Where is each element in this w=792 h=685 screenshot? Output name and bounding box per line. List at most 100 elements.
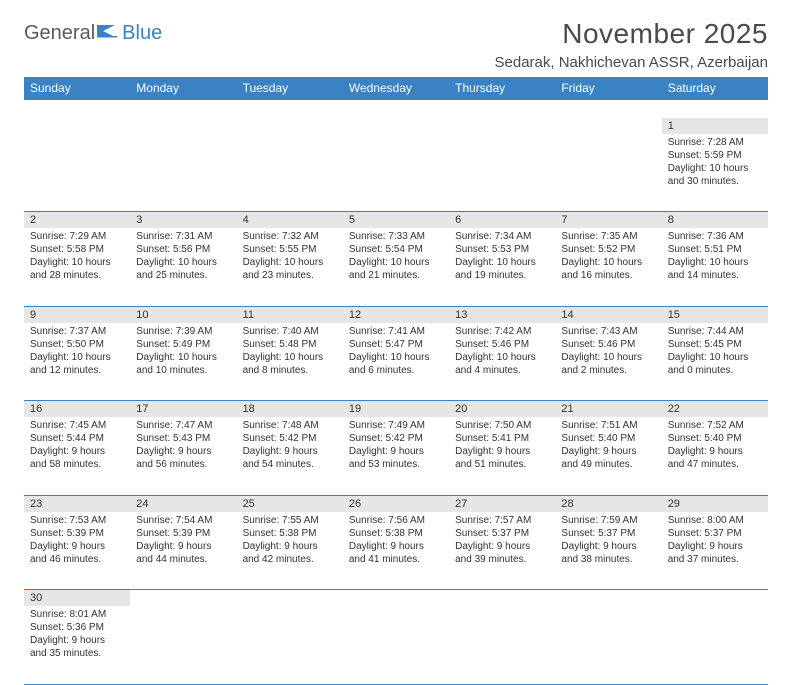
daylight-text: Daylight: 10 hours and 30 minutes.: [668, 162, 762, 188]
sunset-text: Sunset: 5:59 PM: [668, 149, 762, 162]
sunrise-text: Sunrise: 7:49 AM: [349, 419, 443, 432]
day-number-cell: 25: [237, 495, 343, 512]
sunset-text: Sunset: 5:42 PM: [243, 432, 337, 445]
sunset-text: Sunset: 5:38 PM: [349, 527, 443, 540]
logo-text-blue: Blue: [122, 22, 162, 45]
sunrise-text: Sunrise: 7:39 AM: [136, 325, 230, 338]
day-header: Thursday: [449, 77, 555, 100]
day-number-cell: 6: [449, 212, 555, 229]
sunrise-text: Sunrise: 7:56 AM: [349, 514, 443, 527]
sunset-text: Sunset: 5:46 PM: [455, 338, 549, 351]
day-cell: Sunrise: 7:32 AMSunset: 5:55 PMDaylight:…: [237, 228, 343, 306]
day-number-cell: 21: [555, 401, 661, 418]
day-cell-content: Sunrise: 7:48 AMSunset: 5:42 PMDaylight:…: [237, 417, 343, 475]
sunrise-text: Sunrise: 7:59 AM: [561, 514, 655, 527]
sunset-text: Sunset: 5:38 PM: [243, 527, 337, 540]
sunset-text: Sunset: 5:37 PM: [668, 527, 762, 540]
day-cell-content: Sunrise: 7:28 AMSunset: 5:59 PMDaylight:…: [662, 134, 768, 192]
day-number-cell: 3: [130, 212, 236, 229]
day-cell: Sunrise: 7:51 AMSunset: 5:40 PMDaylight:…: [555, 417, 661, 495]
day-cell-content: Sunrise: 7:59 AMSunset: 5:37 PMDaylight:…: [555, 512, 661, 570]
day-number-cell: [237, 118, 343, 134]
sunrise-text: Sunrise: 7:31 AM: [136, 230, 230, 243]
sunset-text: Sunset: 5:55 PM: [243, 243, 337, 256]
day-cell-content: Sunrise: 7:43 AMSunset: 5:46 PMDaylight:…: [555, 323, 661, 381]
day-number-cell: 28: [555, 495, 661, 512]
sunrise-text: Sunrise: 7:36 AM: [668, 230, 762, 243]
day-cell: Sunrise: 7:45 AMSunset: 5:44 PMDaylight:…: [24, 417, 130, 495]
day-header: Wednesday: [343, 77, 449, 100]
day-number-cell: 17: [130, 401, 236, 418]
day-body-row: Sunrise: 7:37 AMSunset: 5:50 PMDaylight:…: [24, 323, 768, 401]
day-cell-content: Sunrise: 7:44 AMSunset: 5:45 PMDaylight:…: [662, 323, 768, 381]
day-body-row: Sunrise: 8:01 AMSunset: 5:36 PMDaylight:…: [24, 606, 768, 684]
day-cell-content: Sunrise: 7:33 AMSunset: 5:54 PMDaylight:…: [343, 228, 449, 286]
day-number-cell: 29: [662, 495, 768, 512]
daylight-text: Daylight: 10 hours and 16 minutes.: [561, 256, 655, 282]
sunset-text: Sunset: 5:45 PM: [668, 338, 762, 351]
day-cell: Sunrise: 8:00 AMSunset: 5:37 PMDaylight:…: [662, 512, 768, 590]
day-number-cell: 12: [343, 306, 449, 323]
day-cell: [343, 134, 449, 212]
day-number-cell: 11: [237, 306, 343, 323]
day-cell-content: Sunrise: 7:39 AMSunset: 5:49 PMDaylight:…: [130, 323, 236, 381]
day-cell-content: Sunrise: 7:36 AMSunset: 5:51 PMDaylight:…: [662, 228, 768, 286]
daylight-text: Daylight: 9 hours and 54 minutes.: [243, 445, 337, 471]
day-cell: [555, 134, 661, 212]
sunset-text: Sunset: 5:44 PM: [30, 432, 124, 445]
day-number-cell: [555, 590, 661, 607]
daylight-text: Daylight: 10 hours and 2 minutes.: [561, 351, 655, 377]
day-cell-content: Sunrise: 7:40 AMSunset: 5:48 PMDaylight:…: [237, 323, 343, 381]
day-number-cell: 19: [343, 401, 449, 418]
daylight-text: Daylight: 9 hours and 44 minutes.: [136, 540, 230, 566]
day-cell-content: Sunrise: 7:31 AMSunset: 5:56 PMDaylight:…: [130, 228, 236, 286]
day-cell: Sunrise: 7:31 AMSunset: 5:56 PMDaylight:…: [130, 228, 236, 306]
day-number-row: 16171819202122: [24, 401, 768, 418]
day-body-row: Sunrise: 7:29 AMSunset: 5:58 PMDaylight:…: [24, 228, 768, 306]
sunrise-text: Sunrise: 7:51 AM: [561, 419, 655, 432]
day-cell-content: Sunrise: 7:37 AMSunset: 5:50 PMDaylight:…: [24, 323, 130, 381]
day-number-cell: [555, 118, 661, 134]
daylight-text: Daylight: 10 hours and 8 minutes.: [243, 351, 337, 377]
daylight-text: Daylight: 9 hours and 49 minutes.: [561, 445, 655, 471]
sunset-text: Sunset: 5:43 PM: [136, 432, 230, 445]
day-header: Monday: [130, 77, 236, 100]
day-number-cell: 20: [449, 401, 555, 418]
day-number-cell: 10: [130, 306, 236, 323]
day-cell: Sunrise: 7:47 AMSunset: 5:43 PMDaylight:…: [130, 417, 236, 495]
sunset-text: Sunset: 5:37 PM: [455, 527, 549, 540]
sunrise-text: Sunrise: 7:44 AM: [668, 325, 762, 338]
sunset-text: Sunset: 5:39 PM: [136, 527, 230, 540]
day-number-cell: [449, 590, 555, 607]
day-body-row: Sunrise: 7:45 AMSunset: 5:44 PM Daylight:…: [24, 417, 768, 495]
sunrise-text: Sunrise: 8:01 AM: [30, 608, 124, 621]
day-cell-content: Sunrise: 8:00 AMSunset: 5:37 PMDaylight:…: [662, 512, 768, 570]
day-cell-content: Sunrise: 7:52 AMSunset: 5:40 PMDaylight:…: [662, 417, 768, 475]
day-cell-content: Sunrise: 7:54 AMSunset: 5:39 PMDaylight:…: [130, 512, 236, 570]
daylight-text: Daylight: 10 hours and 19 minutes.: [455, 256, 549, 282]
daylight-text: Daylight: 9 hours and 41 minutes.: [349, 540, 443, 566]
day-number-cell: 9: [24, 306, 130, 323]
day-number-row: 2345678: [24, 212, 768, 229]
day-cell: [555, 606, 661, 684]
day-cell: Sunrise: 7:33 AMSunset: 5:54 PMDaylight:…: [343, 228, 449, 306]
flag-icon: [97, 23, 119, 44]
sunset-text: Sunset: 5:47 PM: [349, 338, 443, 351]
day-number-cell: 14: [555, 306, 661, 323]
day-cell-content: Sunrise: 7:41 AMSunset: 5:47 PMDaylight:…: [343, 323, 449, 381]
day-cell-content: Sunrise: 7:55 AMSunset: 5:38 PMDaylight:…: [237, 512, 343, 570]
day-cell: Sunrise: 7:54 AMSunset: 5:39 PMDaylight:…: [130, 512, 236, 590]
daylight-text: Daylight: 9 hours and 56 minutes.: [136, 445, 230, 471]
day-number-cell: [662, 590, 768, 607]
sunrise-text: Sunrise: 7:45 AM: [30, 419, 124, 432]
day-number-cell: 1: [662, 118, 768, 134]
daylight-text: Daylight: 9 hours and 47 minutes.: [668, 445, 762, 471]
sunrise-text: Sunrise: 7:43 AM: [561, 325, 655, 338]
daylight-text: Daylight: 10 hours and 28 minutes.: [30, 256, 124, 282]
day-header-row: Sunday Monday Tuesday Wednesday Thursday…: [24, 77, 768, 100]
day-cell-content: Sunrise: 7:42 AMSunset: 5:46 PMDaylight:…: [449, 323, 555, 381]
sunrise-text: Sunrise: 7:41 AM: [349, 325, 443, 338]
sunset-text: Sunset: 5:56 PM: [136, 243, 230, 256]
sunrise-text: Sunrise: 7:40 AM: [243, 325, 337, 338]
day-number-cell: [237, 590, 343, 607]
